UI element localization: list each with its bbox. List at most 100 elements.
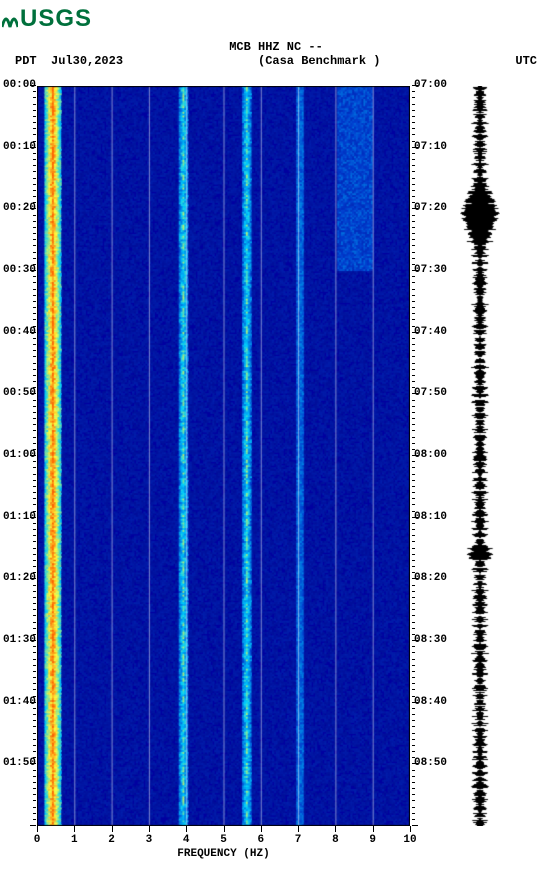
minor-tick xyxy=(412,147,418,148)
minor-tick xyxy=(33,646,36,647)
minor-tick xyxy=(412,400,415,401)
minor-tick xyxy=(33,628,36,629)
minor-tick xyxy=(412,696,415,697)
minor-tick xyxy=(33,560,36,561)
usgs-logo: USGS xyxy=(2,5,92,33)
xtick: 2 xyxy=(108,834,115,846)
minor-tick xyxy=(33,609,36,610)
minor-tick xyxy=(412,356,415,357)
ytick-right: 08:20 xyxy=(414,572,447,584)
minor-tick xyxy=(412,437,415,438)
minor-tick xyxy=(33,91,36,92)
xtick: 6 xyxy=(257,834,264,846)
minor-tick xyxy=(33,122,36,123)
minor-tick xyxy=(412,554,415,555)
minor-tick xyxy=(412,350,415,351)
minor-tick xyxy=(33,406,36,407)
minor-tick xyxy=(412,708,415,709)
xtick: 0 xyxy=(34,834,41,846)
minor-tick xyxy=(33,474,36,475)
minor-tick xyxy=(33,733,36,734)
minor-tick xyxy=(33,813,36,814)
minor-tick xyxy=(412,763,418,764)
ytick-right: 08:10 xyxy=(414,511,447,523)
minor-tick xyxy=(33,554,36,555)
xtick: 3 xyxy=(146,834,153,846)
minor-tick xyxy=(33,480,36,481)
right-timezone: UTC xyxy=(515,54,537,68)
minor-tick xyxy=(412,591,415,592)
minor-tick xyxy=(412,628,415,629)
ytick-right: 07:00 xyxy=(414,79,447,91)
station-name: (Casa Benchmark ) xyxy=(258,54,380,68)
x-tickmark xyxy=(373,826,374,832)
minor-tick xyxy=(412,788,415,789)
date: Jul30,2023 xyxy=(51,54,123,68)
minor-tick xyxy=(412,702,418,703)
minor-tick xyxy=(412,770,415,771)
minor-tick xyxy=(33,757,36,758)
station-id: MCB HHZ NC -- xyxy=(0,40,552,54)
minor-tick xyxy=(412,609,415,610)
minor-tick xyxy=(412,122,415,123)
minor-tick xyxy=(412,560,415,561)
minor-tick xyxy=(33,603,36,604)
minor-tick xyxy=(33,430,36,431)
xtick: 4 xyxy=(183,834,190,846)
minor-tick xyxy=(33,424,36,425)
minor-tick xyxy=(412,332,418,333)
minor-tick xyxy=(412,424,415,425)
minor-tick xyxy=(412,480,415,481)
minor-tick xyxy=(33,227,36,228)
minor-tick xyxy=(33,356,36,357)
minor-tick xyxy=(33,239,36,240)
ytick-right: 08:40 xyxy=(414,696,447,708)
minor-tick xyxy=(33,276,36,277)
usgs-logo-text: USGS xyxy=(20,5,92,33)
minor-tick xyxy=(412,449,415,450)
minor-tick xyxy=(33,381,36,382)
y-axis-right-utc: 07:0007:1007:2007:3007:4007:5008:0008:10… xyxy=(412,84,452,828)
minor-tick xyxy=(412,221,415,222)
minor-tick xyxy=(30,702,36,703)
minor-tick xyxy=(412,153,415,154)
minor-tick xyxy=(412,418,415,419)
minor-tick xyxy=(33,511,36,512)
minor-tick xyxy=(412,165,415,166)
ytick-right: 07:50 xyxy=(414,387,447,399)
minor-tick xyxy=(412,751,415,752)
minor-tick xyxy=(412,276,415,277)
minor-tick xyxy=(33,819,36,820)
minor-tick xyxy=(33,141,36,142)
minor-tick xyxy=(412,523,415,524)
minor-tick xyxy=(33,708,36,709)
minor-tick xyxy=(412,202,415,203)
minor-tick xyxy=(33,128,36,129)
minor-tick xyxy=(412,757,415,758)
minor-tick xyxy=(412,159,415,160)
minor-tick xyxy=(412,733,415,734)
minor-tick xyxy=(412,128,415,129)
minor-tick xyxy=(412,511,415,512)
minor-tick xyxy=(412,313,415,314)
x-tickmark xyxy=(186,826,187,832)
minor-tick xyxy=(33,720,36,721)
minor-tick xyxy=(412,245,415,246)
minor-tick xyxy=(33,116,36,117)
ytick-right: 08:50 xyxy=(414,757,447,769)
minor-tick xyxy=(33,671,36,672)
minor-tick xyxy=(412,517,418,518)
minor-tick xyxy=(33,375,36,376)
minor-tick xyxy=(412,498,415,499)
minor-tick xyxy=(33,178,36,179)
minor-tick xyxy=(412,535,415,536)
minor-tick xyxy=(412,455,418,456)
minor-tick xyxy=(412,572,415,573)
minor-tick xyxy=(33,196,36,197)
minor-tick xyxy=(33,467,36,468)
minor-tick xyxy=(412,301,415,302)
minor-tick xyxy=(33,202,36,203)
minor-tick xyxy=(33,221,36,222)
minor-tick xyxy=(33,233,36,234)
ytick-right: 08:30 xyxy=(414,634,447,646)
